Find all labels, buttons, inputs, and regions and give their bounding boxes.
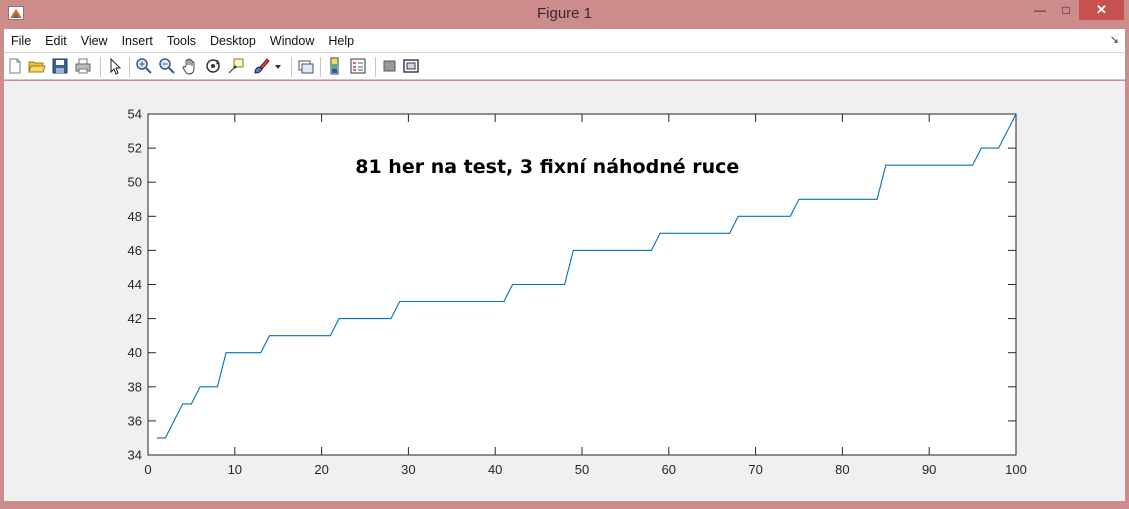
- x-tick-label: 50: [575, 462, 589, 477]
- matlab-figure-icon: [8, 6, 24, 20]
- series-line: [156, 113, 1017, 439]
- menu-help[interactable]: Help: [328, 33, 355, 48]
- axes-box: [147, 113, 1017, 456]
- brush-dropdown-icon[interactable]: [273, 57, 283, 75]
- x-axis: 0 10 20 30 40 50 60 70 80 90 100: [144, 114, 1027, 477]
- y-tick-label: 44: [128, 277, 142, 292]
- data-cursor-icon[interactable]: [227, 57, 245, 75]
- figure-toolbar: [4, 53, 1125, 80]
- y-tick-label: 50: [128, 175, 142, 190]
- minimize-button[interactable]: —: [1034, 3, 1046, 17]
- toolbar-separator: [375, 57, 376, 77]
- x-tick-label: 80: [835, 462, 849, 477]
- y-axis: 34 36 38 40 42 44 46 48 50 52 54: [128, 107, 1016, 463]
- x-tick-label: 30: [401, 462, 415, 477]
- new-figure-icon[interactable]: [6, 57, 24, 75]
- brush-icon[interactable]: [252, 57, 270, 75]
- chart-title: 81 her na test, 3 fixní náhodné ruce: [355, 156, 739, 178]
- y-tick-label: 38: [128, 379, 142, 394]
- x-tick-label: 0: [144, 462, 151, 477]
- y-tick-label: 40: [128, 345, 142, 360]
- menu-file[interactable]: File: [11, 33, 32, 48]
- x-tick-label: 60: [662, 462, 676, 477]
- y-tick-label: 42: [128, 311, 142, 326]
- title-bar[interactable]: Figure 1 — □ ✕: [0, 0, 1129, 28]
- menu-view[interactable]: View: [80, 33, 108, 48]
- insert-legend-icon[interactable]: [349, 57, 367, 75]
- menu-desktop[interactable]: Desktop: [210, 33, 256, 48]
- toolbar-separator: [100, 57, 101, 77]
- y-tick-label: 34: [128, 448, 142, 463]
- y-tick-label: 54: [128, 107, 142, 122]
- y-tick-label: 52: [128, 141, 142, 156]
- menu-bar: File Edit View Insert Tools Desktop Wind…: [4, 29, 1125, 53]
- print-icon[interactable]: [74, 57, 92, 75]
- pointer-icon[interactable]: [106, 57, 124, 75]
- toolbar-separator: [291, 57, 292, 77]
- pan-hand-icon[interactable]: [181, 57, 199, 75]
- show-plot-tools-icon[interactable]: [402, 57, 420, 75]
- open-file-icon[interactable]: [28, 57, 46, 75]
- x-tick-label: 20: [314, 462, 328, 477]
- maximize-button[interactable]: □: [1062, 3, 1070, 17]
- menu-insert[interactable]: Insert: [121, 33, 153, 48]
- save-icon[interactable]: [51, 57, 69, 75]
- x-tick-label: 70: [748, 462, 762, 477]
- hide-plot-tools-icon[interactable]: [381, 57, 399, 75]
- x-tick-label: 90: [922, 462, 936, 477]
- zoom-in-icon[interactable]: [135, 57, 153, 75]
- toolbar-separator: [129, 57, 130, 77]
- y-tick-label: 48: [128, 209, 142, 224]
- insert-colorbar-icon[interactable]: [326, 57, 344, 75]
- menu-tools[interactable]: Tools: [166, 33, 197, 48]
- menu-window[interactable]: Window: [269, 33, 315, 48]
- link-plot-icon[interactable]: [297, 57, 315, 75]
- x-tick-label: 100: [1005, 462, 1027, 477]
- x-tick-label: 10: [228, 462, 242, 477]
- y-tick-label: 36: [128, 413, 142, 428]
- x-tick-label: 40: [488, 462, 502, 477]
- dock-figure-icon[interactable]: ↘: [1109, 34, 1119, 46]
- y-tick-label: 46: [128, 243, 142, 258]
- window-title: Figure 1: [536, 5, 593, 22]
- line-chart: 0 10 20 30 40 50 60 70 80 90 100 34 36 38 40 42 44 46 48 5…: [128, 107, 1027, 478]
- figure-canvas: 0 10 20 30 40 50 60 70 80 90 100 34 36 38 40 42 44 46 48 5…: [4, 81, 1125, 501]
- rotate-3d-icon[interactable]: [204, 57, 222, 75]
- menu-edit[interactable]: Edit: [45, 33, 67, 48]
- zoom-out-icon[interactable]: [158, 57, 176, 75]
- toolbar-separator: [320, 57, 321, 77]
- close-button[interactable]: ✕: [1079, 0, 1124, 20]
